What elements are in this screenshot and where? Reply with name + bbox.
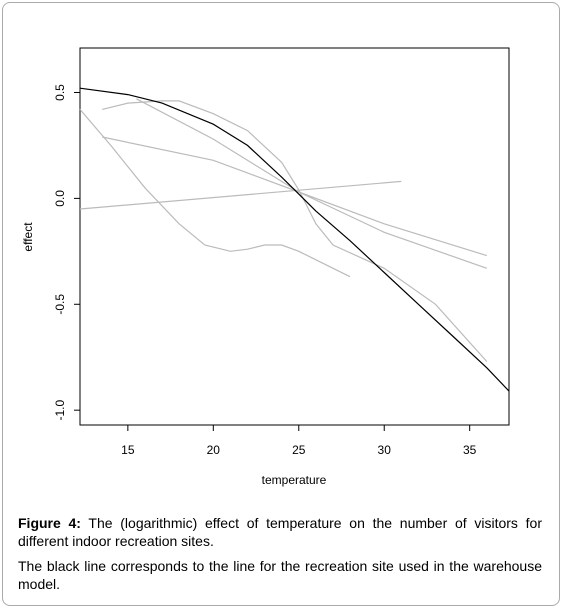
y-tick-label: -1.0 — [53, 400, 67, 421]
line — [79, 87, 510, 392]
y-axis-label: effect — [21, 222, 35, 252]
caption-note: The black line corresponds to the line f… — [18, 558, 542, 592]
caption-label: Figure 4: — [18, 515, 81, 531]
x-tick-label: 20 — [207, 443, 221, 457]
caption: Figure 4: The (logarithmic) effect of te… — [18, 514, 542, 550]
line — [79, 180, 402, 210]
line — [136, 98, 487, 269]
y-tick-label: 0.5 — [53, 84, 67, 101]
x-tick-label: 30 — [378, 443, 392, 457]
x-axis-label: temperature — [262, 473, 327, 487]
chart: temperature effect 15 20 25 30 35 -1.0 -0.5 0.0… — [21, 47, 510, 487]
y-tick-label: -0.5 — [53, 294, 67, 315]
caption-text: The (logarithmic) effect of temperature … — [18, 515, 542, 549]
line — [102, 136, 487, 257]
line — [102, 100, 488, 362]
y-tick-label: 0.0 — [53, 190, 67, 207]
x-tick-label: 15 — [121, 443, 135, 457]
plot-frame — [79, 47, 510, 426]
x-tick-label: 35 — [463, 443, 477, 457]
x-tick-label: 25 — [292, 443, 306, 457]
line — [79, 109, 351, 278]
